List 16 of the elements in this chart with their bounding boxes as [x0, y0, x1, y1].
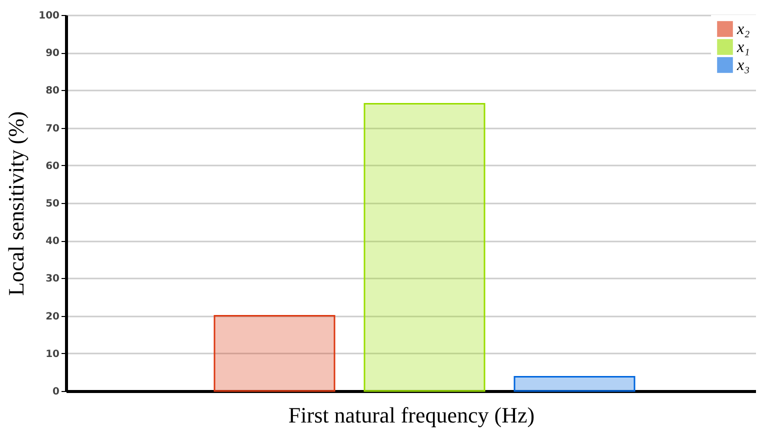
y-tick-label: 60 — [46, 160, 60, 172]
y-tick-label: 80 — [46, 86, 60, 97]
legend-label: x₂ — [736, 21, 750, 38]
y-tick-label: 40 — [46, 236, 60, 248]
y-tick-label: 90 — [46, 48, 60, 60]
y-axis-title: Local sensitivity (%) — [4, 111, 29, 296]
y-tick-label: 10 — [46, 348, 60, 360]
legend-label: x₃ — [736, 57, 750, 74]
y-tick-label: 0 — [52, 386, 60, 398]
y-tick-label: 20 — [46, 311, 60, 322]
legend-label: x₁ — [736, 39, 750, 56]
x-axis-title: First natural frequency (Hz) — [288, 402, 535, 428]
y-tick-label: 50 — [46, 198, 60, 210]
y-tick-label: 70 — [46, 123, 60, 134]
y-tick-label: 30 — [46, 274, 60, 285]
y-tick-label: 100 — [38, 10, 60, 22]
